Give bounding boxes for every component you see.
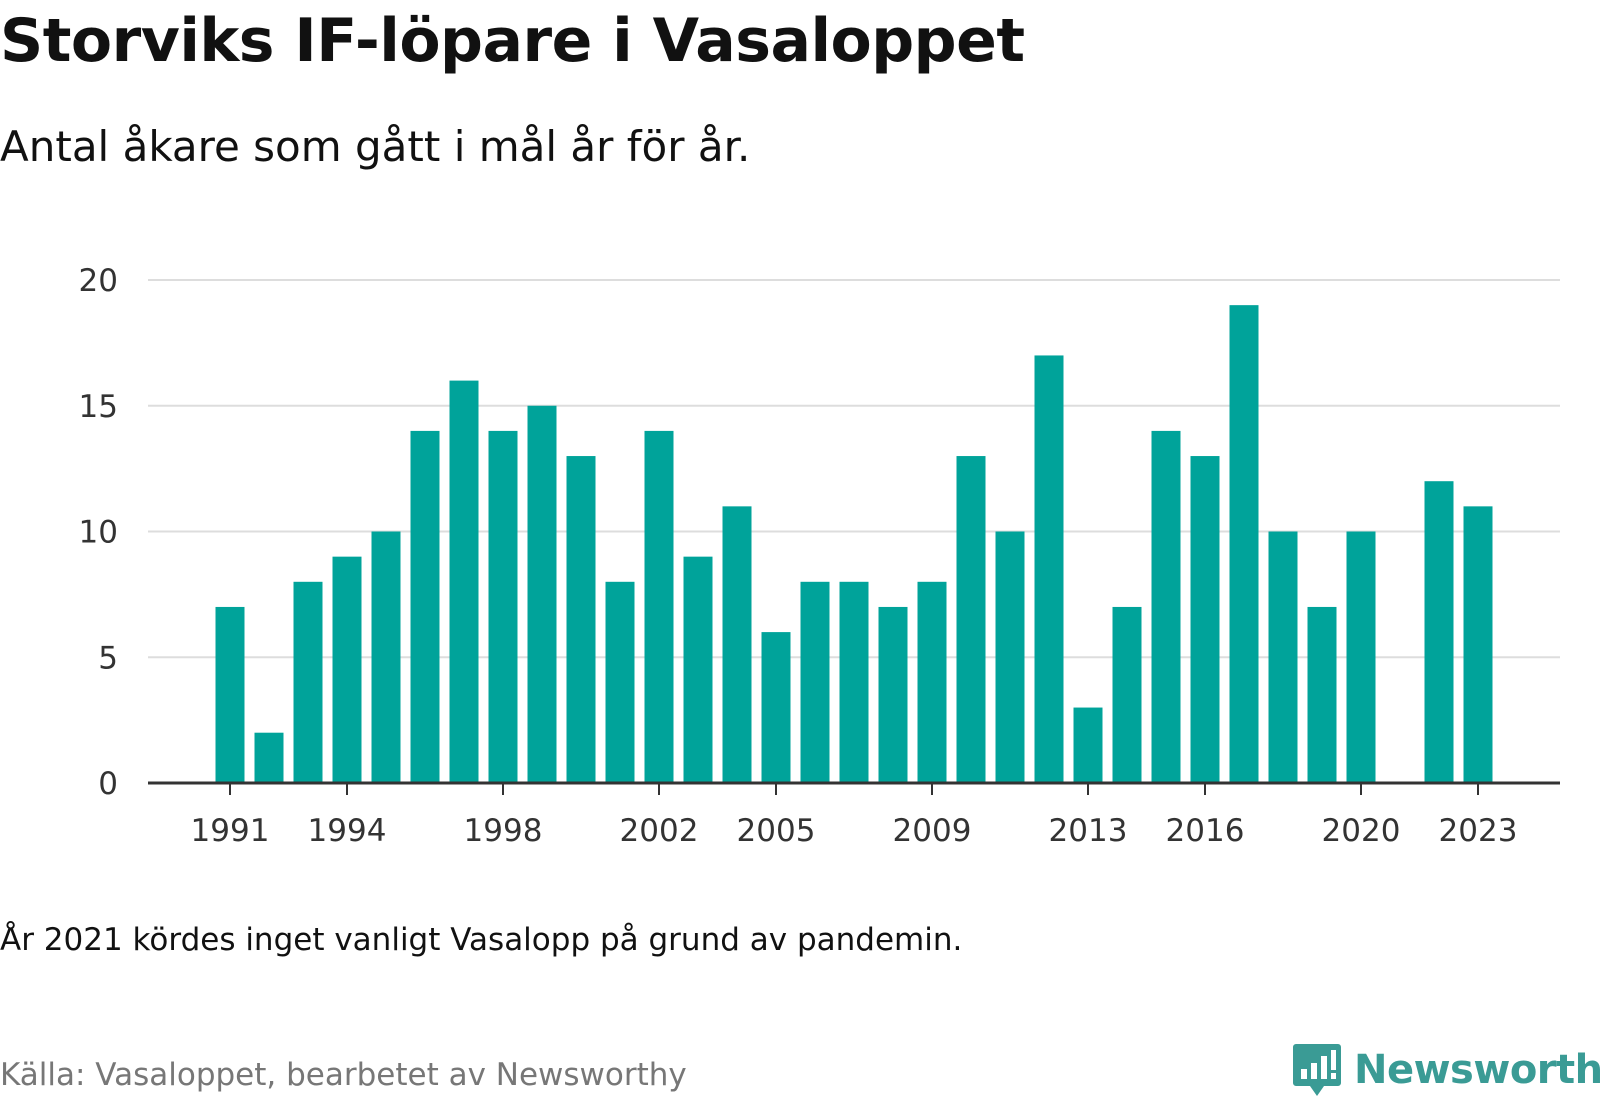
axes: 0 5 10 15 20 1991 1994 1998 2002 2005 2009 2013 2016…: [79, 263, 1560, 849]
y-tick-label-0: 0: [98, 766, 118, 802]
x-tick-label-1994: 1994: [308, 813, 387, 849]
chart-subtitle: Antal åkare som gått i mål år för år.: [0, 122, 751, 171]
bar-2010: [956, 456, 986, 783]
chart-title: Storviks IF-löpare i Vasaloppet: [0, 6, 1025, 76]
y-tick-label-15: 15: [79, 389, 118, 425]
bar-2001: [605, 581, 635, 783]
bar-2004: [722, 506, 752, 783]
bar-2019: [1307, 606, 1337, 783]
bar-2007: [839, 581, 869, 783]
bar-chart: 0 5 10 15 20 1991 1994 1998 2002 2005 2009 2013 2016…: [79, 263, 1560, 849]
newsworthy-logo-icon: [1293, 1044, 1341, 1096]
bar-1995: [371, 531, 401, 783]
x-tick-label-2002: 2002: [620, 813, 699, 849]
bar-2023: [1463, 506, 1493, 783]
bar-2005: [761, 632, 791, 783]
x-tick-label-2016: 2016: [1166, 813, 1245, 849]
x-tick-label-1998: 1998: [464, 813, 543, 849]
bar-1997: [449, 380, 479, 783]
bar-2008: [878, 606, 908, 783]
bars: [215, 305, 1493, 783]
bar-2011: [995, 531, 1025, 783]
bar-2000: [566, 456, 596, 783]
bar-2006: [800, 581, 830, 783]
x-tick-label-2020: 2020: [1322, 813, 1401, 849]
bar-1994: [332, 556, 362, 783]
bar-1991: [215, 606, 245, 783]
bar-2014: [1112, 606, 1142, 783]
x-tick-label-2013: 2013: [1049, 813, 1128, 849]
bar-2022: [1424, 481, 1454, 783]
bar-2003: [683, 556, 713, 783]
brand-name: Newsworthy: [1354, 1047, 1600, 1093]
bar-2002: [644, 430, 674, 783]
bar-1999: [527, 405, 557, 783]
x-tick-label-2005: 2005: [737, 813, 816, 849]
bar-1993: [293, 581, 323, 783]
bar-2013: [1073, 707, 1103, 783]
brand-logo: Newsworthy: [1292, 1040, 1600, 1100]
bar-1992: [254, 732, 284, 783]
chart-note: År 2021 kördes inget vanligt Vasalopp på…: [0, 922, 963, 958]
bar-2015: [1151, 430, 1181, 783]
x-tick-label-2009: 2009: [893, 813, 972, 849]
bar-1998: [488, 430, 518, 783]
bar-2018: [1268, 531, 1298, 783]
y-tick-label-10: 10: [79, 515, 118, 551]
bar-1996: [410, 430, 440, 783]
bar-2017: [1229, 305, 1259, 783]
bar-2020: [1346, 531, 1376, 783]
y-tick-label-20: 20: [79, 263, 118, 299]
bar-2016: [1190, 456, 1220, 783]
y-tick-label-5: 5: [98, 640, 118, 676]
x-tick-label-1991: 1991: [191, 813, 270, 849]
bar-2012: [1034, 355, 1064, 783]
x-tick-label-2023: 2023: [1439, 813, 1518, 849]
bar-2009: [917, 581, 947, 783]
source-credit: Källa: Vasaloppet, bearbetet av Newswort…: [0, 1057, 687, 1093]
